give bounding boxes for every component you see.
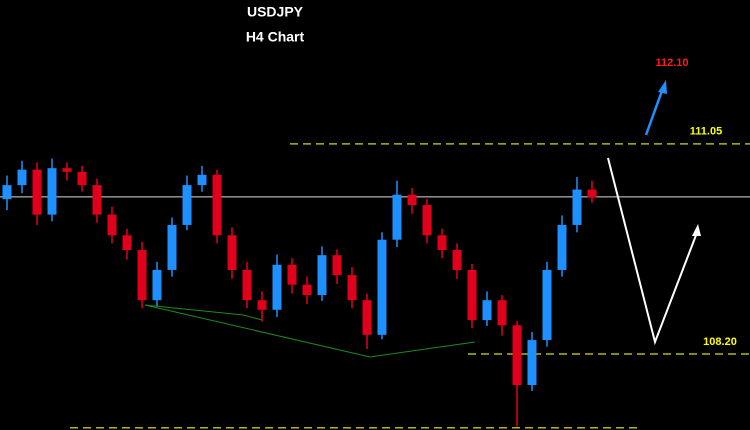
candle-body [287, 264, 297, 285]
candle-body [542, 269, 552, 341]
projection-path [607, 157, 699, 346]
candle-body [347, 275, 357, 301]
level-label: 108.20 [703, 336, 737, 348]
candle-body [62, 168, 72, 172]
candle-body [407, 194, 417, 206]
candle-body [332, 255, 342, 276]
candle-body [527, 340, 537, 386]
candle-body [77, 171, 87, 186]
candle-body [377, 239, 387, 335]
candle-body [452, 250, 462, 270]
candle-body [212, 174, 222, 236]
pattern-lines [144, 304, 476, 358]
candle-body [122, 235, 132, 251]
candle-body [392, 194, 402, 240]
candle-body [317, 255, 327, 296]
candle-body [467, 269, 477, 321]
target-arrow [644, 87, 665, 136]
candle-body [482, 300, 492, 321]
pattern-line [144, 304, 476, 358]
candle-body [242, 269, 252, 301]
chart-subtitle: H4 Chart [246, 29, 305, 45]
candle-body [302, 284, 312, 296]
candle-body [257, 300, 267, 310]
chart-title: USDJPY [247, 4, 304, 20]
pattern-line [144, 304, 263, 321]
candle-body [587, 189, 597, 198]
candle-body [32, 169, 42, 215]
candle-body [152, 269, 162, 301]
candle-body [2, 185, 12, 200]
candle-body [107, 214, 117, 236]
candle-body [272, 264, 282, 310]
candle-body [512, 325, 522, 386]
candle-body [422, 205, 432, 236]
target-label: 112.10 [655, 57, 688, 69]
candle-body [497, 300, 507, 326]
candle-body [227, 235, 237, 270]
candle-body [197, 174, 207, 186]
level-label: 111.05 [690, 126, 722, 138]
projection-arrowhead [692, 224, 701, 236]
candle-body [182, 185, 192, 225]
candle-body [17, 169, 27, 186]
candle-body [437, 235, 447, 251]
candle-body [47, 168, 57, 215]
candle-body [557, 224, 567, 270]
candle-body [137, 250, 147, 301]
candle-body [92, 185, 102, 215]
target-arrowhead [658, 80, 667, 94]
candle-body [167, 224, 177, 270]
candle-body [572, 189, 582, 225]
candle-body [362, 300, 372, 335]
